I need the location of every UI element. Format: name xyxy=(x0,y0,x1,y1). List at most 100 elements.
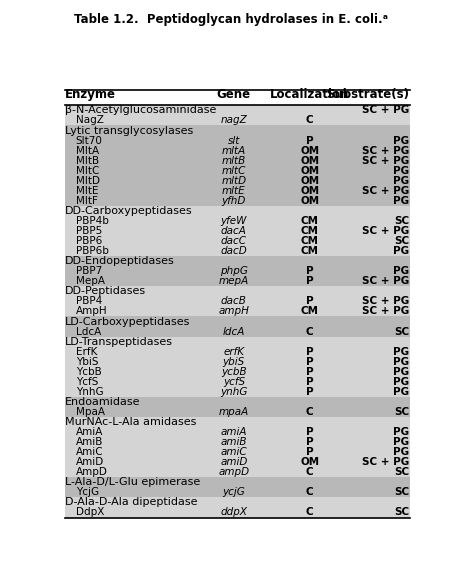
Text: Localization: Localization xyxy=(270,88,349,101)
Text: PG: PG xyxy=(394,377,410,387)
Text: amiB: amiB xyxy=(220,437,247,447)
Text: C: C xyxy=(306,488,313,498)
Text: OM: OM xyxy=(300,196,319,206)
Text: C: C xyxy=(306,326,313,336)
Text: AmiD: AmiD xyxy=(76,457,104,467)
Text: ynhG: ynhG xyxy=(220,387,248,397)
Bar xyxy=(65,226,410,236)
Text: YcfS: YcfS xyxy=(76,377,98,387)
Text: AmpH: AmpH xyxy=(76,307,107,317)
Text: Substrate(s): Substrate(s) xyxy=(326,88,410,101)
Text: P: P xyxy=(306,367,313,377)
Text: MltE: MltE xyxy=(76,186,98,196)
Text: OM: OM xyxy=(300,166,319,176)
Text: SC + PG: SC + PG xyxy=(362,226,410,236)
Text: ErfK: ErfK xyxy=(76,347,97,357)
Text: YbiS: YbiS xyxy=(76,357,98,367)
Text: PG: PG xyxy=(394,196,410,206)
Text: MltB: MltB xyxy=(76,156,99,166)
Text: P: P xyxy=(306,357,313,367)
Text: LD-Carboxypeptidases: LD-Carboxypeptidases xyxy=(65,317,190,326)
Text: nagZ: nagZ xyxy=(220,116,247,126)
Text: ampH: ampH xyxy=(219,307,249,317)
Text: DD-Carboxypeptidases: DD-Carboxypeptidases xyxy=(65,206,193,216)
Bar xyxy=(65,216,410,226)
Text: DD-Peptidases: DD-Peptidases xyxy=(65,286,146,296)
Text: MltF: MltF xyxy=(76,196,98,206)
Bar xyxy=(65,206,410,216)
Bar xyxy=(65,256,410,266)
Text: SC: SC xyxy=(394,326,410,336)
Text: P: P xyxy=(306,276,313,286)
Text: P: P xyxy=(306,377,313,387)
Text: OM: OM xyxy=(300,186,319,196)
Bar xyxy=(65,116,410,126)
Text: SC + PG: SC + PG xyxy=(362,145,410,155)
Bar xyxy=(65,336,410,347)
Text: MurNAc-L-Ala amidases: MurNAc-L-Ala amidases xyxy=(65,417,196,427)
Bar xyxy=(65,387,410,397)
Text: PG: PG xyxy=(394,427,410,437)
Bar xyxy=(65,467,410,477)
Bar xyxy=(65,317,410,326)
Text: SC + PG: SC + PG xyxy=(362,106,410,116)
Text: PBP4b: PBP4b xyxy=(76,216,109,226)
Text: SC: SC xyxy=(394,467,410,477)
Text: D-Ala-D-Ala dipeptidase: D-Ala-D-Ala dipeptidase xyxy=(65,498,198,507)
Text: mltA: mltA xyxy=(222,145,246,155)
Bar xyxy=(65,326,410,336)
Text: ycjG: ycjG xyxy=(222,488,245,498)
Text: OM: OM xyxy=(300,156,319,166)
Text: mepA: mepA xyxy=(219,276,249,286)
Text: SC: SC xyxy=(394,236,410,246)
Text: PG: PG xyxy=(394,176,410,186)
Bar xyxy=(65,447,410,457)
Text: PBP5: PBP5 xyxy=(76,226,102,236)
Text: SC + PG: SC + PG xyxy=(362,457,410,467)
Text: MepA: MepA xyxy=(76,276,105,286)
Text: PG: PG xyxy=(394,266,410,276)
Text: P: P xyxy=(306,266,313,276)
Text: dacC: dacC xyxy=(221,236,247,246)
Text: AmpD: AmpD xyxy=(76,467,108,477)
Bar xyxy=(65,377,410,387)
Text: Enzyme: Enzyme xyxy=(65,88,116,101)
Text: L-Ala-D/L-Glu epimerase: L-Ala-D/L-Glu epimerase xyxy=(65,477,200,487)
Text: amiA: amiA xyxy=(220,427,247,437)
Text: DdpX: DdpX xyxy=(76,507,104,517)
Text: Table 1.2.  Peptidoglycan hydrolases in E. coli.ᵃ: Table 1.2. Peptidoglycan hydrolases in E… xyxy=(75,13,388,26)
Text: mltC: mltC xyxy=(222,166,246,176)
Text: MltD: MltD xyxy=(76,176,100,186)
Text: PBP4: PBP4 xyxy=(76,297,102,307)
Text: C: C xyxy=(306,467,313,477)
Bar xyxy=(65,266,410,276)
Text: MltC: MltC xyxy=(76,166,99,176)
Text: LD-Transpeptidases: LD-Transpeptidases xyxy=(65,336,173,347)
Bar xyxy=(65,488,410,498)
Bar xyxy=(65,276,410,286)
Text: PBP6b: PBP6b xyxy=(76,246,109,256)
Text: PG: PG xyxy=(394,357,410,367)
Bar xyxy=(65,176,410,186)
Text: OM: OM xyxy=(300,176,319,186)
Bar xyxy=(65,397,410,407)
Text: C: C xyxy=(306,507,313,517)
Text: ampD: ampD xyxy=(218,467,250,477)
Text: erfK: erfK xyxy=(223,347,244,357)
Bar xyxy=(65,427,410,437)
Bar xyxy=(65,357,410,367)
Text: SC + PG: SC + PG xyxy=(362,186,410,196)
Text: YcjG: YcjG xyxy=(76,488,99,498)
Bar xyxy=(65,477,410,488)
Text: P: P xyxy=(306,135,313,145)
Text: PG: PG xyxy=(394,447,410,457)
Bar xyxy=(65,407,410,417)
Text: SC + PG: SC + PG xyxy=(362,276,410,286)
Text: AmiB: AmiB xyxy=(76,437,103,447)
Text: MpaA: MpaA xyxy=(76,407,105,417)
Text: LdcA: LdcA xyxy=(76,326,101,336)
Text: YcbB: YcbB xyxy=(76,367,101,377)
Text: C: C xyxy=(306,407,313,417)
Bar xyxy=(65,196,410,206)
Bar xyxy=(65,437,410,447)
